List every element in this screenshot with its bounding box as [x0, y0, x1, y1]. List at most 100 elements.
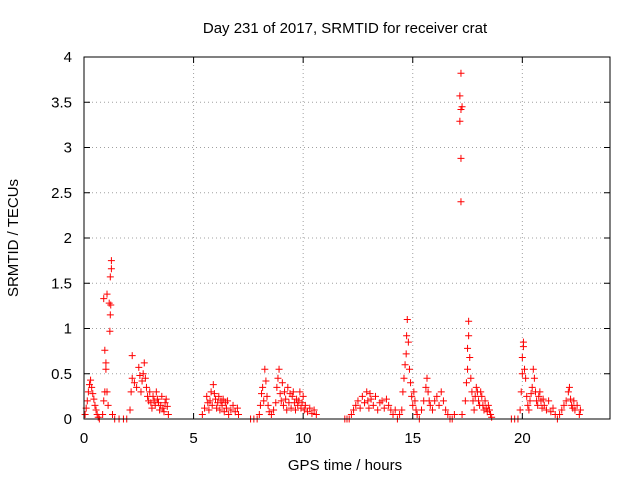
y-tick-label: 4 — [64, 49, 72, 66]
y-tick-labels: 0 0.5 1 1.5 2 2.5 3 3.5 4 — [51, 49, 72, 428]
data-point — [401, 361, 409, 369]
data-point — [536, 388, 544, 396]
data-point — [225, 410, 233, 418]
x-tick-label: 10 — [295, 430, 312, 447]
data-point — [274, 374, 282, 382]
data-point — [575, 410, 583, 418]
data-point — [300, 406, 308, 414]
data-point — [457, 198, 465, 206]
data-point — [160, 408, 168, 416]
data-point — [102, 359, 110, 367]
data-point — [518, 370, 526, 378]
data-point — [399, 388, 407, 396]
data-point — [256, 401, 264, 409]
data-point — [564, 388, 572, 396]
data-point — [146, 388, 154, 396]
data-point — [410, 388, 418, 396]
data-point — [470, 406, 478, 414]
data-point — [358, 392, 366, 400]
data-point — [560, 401, 568, 409]
data-point — [214, 399, 222, 407]
data-point — [92, 406, 100, 414]
data-point — [152, 388, 160, 396]
data-point — [261, 365, 269, 373]
data-point — [457, 69, 465, 77]
data-point — [398, 406, 406, 414]
data-point — [233, 404, 241, 412]
data-point — [558, 406, 566, 414]
data-point — [139, 370, 147, 378]
data-point — [259, 383, 267, 391]
data-point — [528, 383, 536, 391]
data-point — [264, 401, 272, 409]
data-point — [84, 388, 92, 396]
data-point — [304, 408, 312, 416]
data-point — [149, 392, 157, 400]
data-point — [367, 395, 375, 403]
data-point — [156, 406, 164, 414]
data-point — [288, 392, 296, 400]
data-point — [162, 395, 170, 403]
x-tick-label: 20 — [514, 430, 531, 447]
data-point — [549, 404, 557, 412]
data-point — [437, 388, 445, 396]
data-point — [433, 392, 441, 400]
data-point — [519, 338, 527, 346]
data-point — [283, 406, 291, 414]
data-point — [488, 413, 496, 421]
data-point — [450, 410, 458, 418]
data-point — [301, 401, 309, 409]
data-point — [411, 397, 419, 405]
data-point — [540, 401, 548, 409]
data-point — [431, 397, 439, 405]
data-point — [517, 388, 525, 396]
data-point — [284, 383, 292, 391]
data-point — [103, 290, 111, 298]
data-point — [409, 401, 417, 409]
data-point — [534, 401, 542, 409]
data-point — [94, 413, 102, 421]
data-point — [522, 374, 530, 382]
data-point — [350, 406, 358, 414]
data-point — [565, 383, 573, 391]
data-point — [91, 401, 99, 409]
data-point — [222, 404, 230, 412]
data-point — [465, 332, 473, 340]
data-point — [458, 103, 466, 111]
data-point — [128, 352, 136, 360]
data-point — [439, 397, 447, 405]
data-point — [219, 395, 227, 403]
data-point — [516, 406, 524, 414]
data-point — [272, 399, 280, 407]
data-point — [83, 397, 91, 405]
data-point — [126, 406, 134, 414]
data-point — [89, 390, 97, 398]
data-point — [100, 397, 108, 405]
data-point — [567, 395, 575, 403]
data-point — [545, 397, 553, 405]
data-point — [296, 388, 304, 396]
data-point — [127, 388, 135, 396]
data-point — [205, 406, 213, 414]
data-point — [352, 401, 360, 409]
data-point — [464, 344, 472, 352]
data-point — [130, 379, 138, 387]
data-point — [135, 363, 143, 371]
data-point — [216, 406, 224, 414]
data-point — [150, 397, 158, 405]
data-point — [547, 408, 555, 416]
data-point — [424, 388, 432, 396]
data-point — [456, 92, 464, 100]
data-point — [458, 410, 466, 418]
y-tick-label: 3.5 — [51, 94, 72, 111]
x-axis-label: GPS time / hours — [288, 457, 402, 474]
data-point — [287, 404, 295, 412]
y-tick-label: 0 — [64, 411, 72, 428]
data-point — [573, 401, 581, 409]
data-point — [310, 406, 318, 414]
data-point — [224, 397, 232, 405]
x-tick-label: 0 — [80, 430, 88, 447]
data-point — [255, 410, 263, 418]
data-point — [465, 317, 473, 325]
